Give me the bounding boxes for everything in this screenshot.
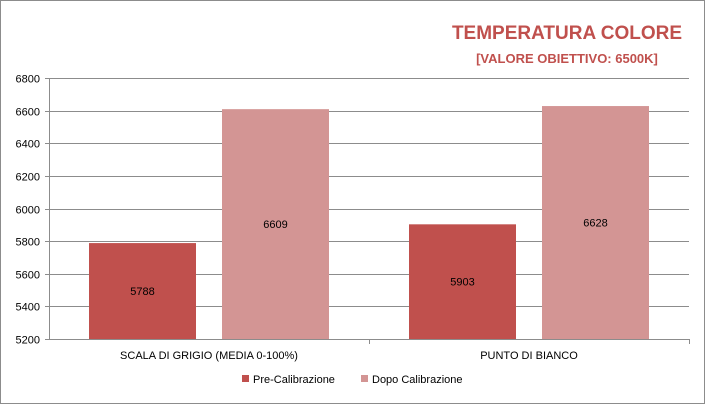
data-label: 6628 [583, 218, 607, 230]
bar [409, 224, 516, 339]
data-label: 5903 [450, 277, 474, 289]
y-tick-label: 6800 [16, 74, 40, 86]
y-tick-label: 6400 [16, 139, 40, 151]
bar [542, 106, 649, 340]
bar [222, 109, 329, 339]
y-tick-label: 5200 [16, 335, 40, 347]
axis-layer: 5200 5400 5600 5800 6000 6200 6400 6600 6800 SCAL… [16, 74, 690, 362]
bar [89, 243, 196, 339]
data-label: 6609 [263, 219, 287, 231]
y-tick-label: 6600 [16, 107, 40, 119]
legend-label: Pre-Calibrazione [253, 374, 335, 386]
chart-subtitle: [VALORE OBIETTIVO: 6500K] [476, 51, 658, 66]
y-tick-label: 5600 [16, 270, 40, 282]
bars-layer: 5788 6609 5903 6628 [89, 106, 649, 340]
chart-title: TEMPERATURA COLORE [452, 23, 682, 44]
legend-label: Dopo Calibrazione [372, 374, 463, 386]
x-category-label: PUNTO DI BIANCO [480, 350, 578, 362]
x-category-label: SCALA DI GRIGIO (MEDIA 0-100%) [120, 350, 298, 362]
legend-swatch [242, 375, 249, 382]
y-tick-label: 5800 [16, 237, 40, 249]
legend-swatch [361, 375, 368, 382]
data-label: 5788 [130, 286, 154, 298]
y-tick-label: 5400 [16, 302, 40, 314]
y-tick-label: 6200 [16, 172, 40, 184]
legend: Pre-Calibrazione Dopo Calibrazione [242, 374, 463, 386]
y-tick-label: 6000 [16, 205, 40, 217]
